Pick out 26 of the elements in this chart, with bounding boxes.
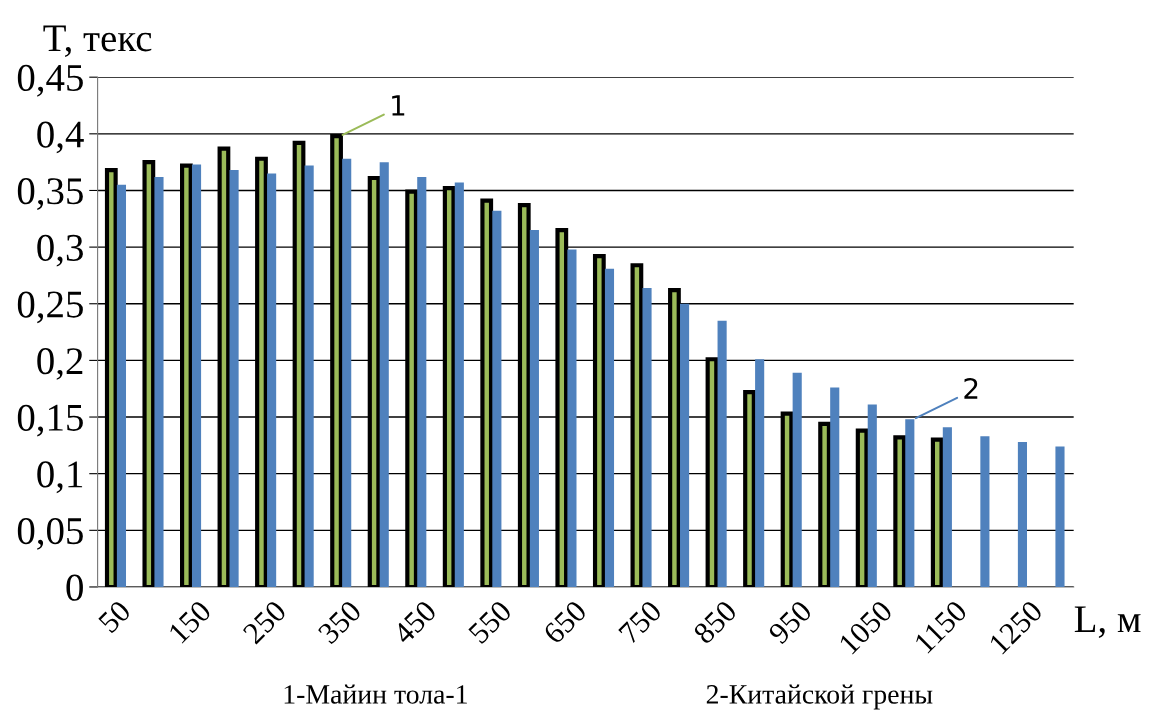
x-tick-label: 450 [391,599,438,646]
text: 2-Китайской грены [706,684,933,710]
series-label: 1 [392,95,405,116]
x-tick-label: 350 [317,599,363,645]
y-tick-label: 0,4 [37,121,84,154]
y-tick-label: 0 [66,574,83,601]
x-tick-label: 250 [242,599,288,645]
y-axis-title: T, текс [43,25,152,58]
y-tick-label: 0,45 [17,64,83,97]
x-tick-label: 750 [618,599,663,645]
x-tick-label: 50 [97,599,132,634]
x-tick-label: 850 [692,599,738,645]
y-tick-label: 0,25 [17,291,83,324]
text: 1-Майин тола-1 [284,684,467,704]
x-tick-label: 150 [167,599,213,644]
x-tick-label: 550 [467,599,513,645]
x-tick-label: 950 [767,599,813,645]
series-label: 2 [964,378,978,399]
y-tick-label: 0,2 [37,348,83,380]
y-tick-label: 0,35 [17,178,83,210]
x-axis-title: L, м [1074,606,1141,638]
y-tick-label: 0,05 [17,517,83,550]
y-tick-label: 0,3 [37,234,83,267]
y-tick-label: 0,15 [17,404,83,437]
y-tick-label: 0,1 [37,461,83,494]
x-tick-label: 650 [542,599,588,645]
